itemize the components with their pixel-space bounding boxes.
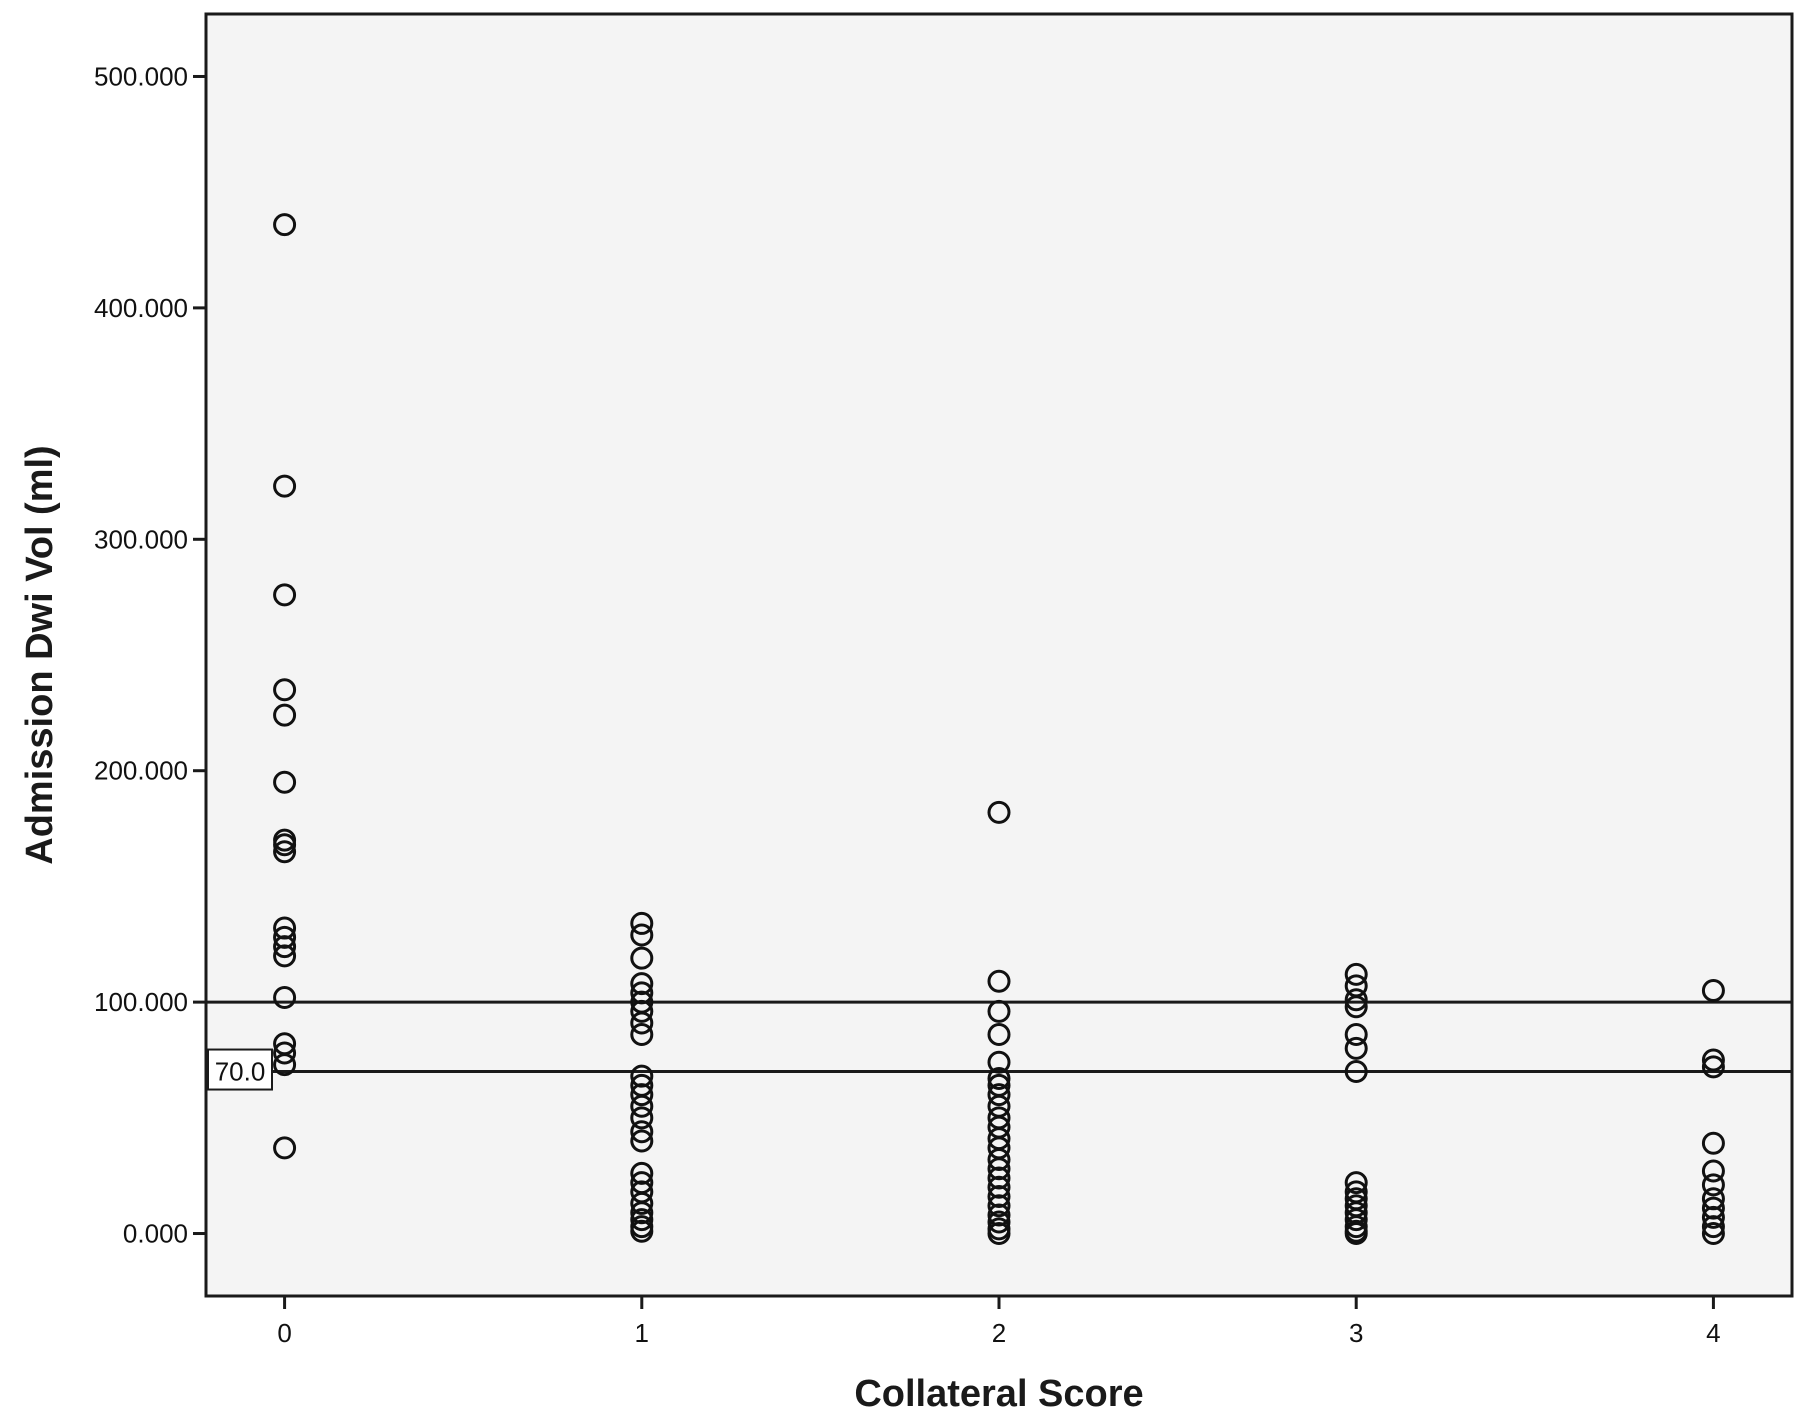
data-point xyxy=(630,1011,654,1035)
data-point xyxy=(1344,988,1368,1012)
data-point xyxy=(987,1222,1011,1246)
data-point xyxy=(1344,995,1368,1019)
data-point xyxy=(273,474,297,498)
data-point xyxy=(273,678,297,702)
data-point xyxy=(1344,1036,1368,1060)
data-point xyxy=(630,1219,654,1243)
reference-label-box xyxy=(207,1048,273,1091)
y-tick-label: 0.000 xyxy=(123,1219,188,1249)
data-point xyxy=(1344,1222,1368,1246)
data-point xyxy=(273,213,297,237)
data-point xyxy=(987,1194,1011,1218)
data-point xyxy=(630,911,654,935)
y-tick-label: 200.000 xyxy=(94,756,188,786)
data-point xyxy=(630,1094,654,1118)
x-tick-label: 0 xyxy=(277,1318,291,1348)
data-point xyxy=(273,770,297,794)
data-point xyxy=(987,1083,1011,1107)
data-point xyxy=(630,999,654,1023)
data-point xyxy=(987,1050,1011,1074)
x-axis: 0 1 2 3 4 xyxy=(277,1296,1721,1348)
x-tick-label: 2 xyxy=(992,1318,1006,1348)
data-point xyxy=(1701,1048,1725,1072)
y-tick-label: 300.000 xyxy=(94,524,188,554)
data-point xyxy=(630,1083,654,1107)
data-point xyxy=(273,1136,297,1160)
reference-label: 70.0 xyxy=(215,1057,266,1087)
data-point xyxy=(273,985,297,1009)
data-point xyxy=(273,935,297,959)
data-point xyxy=(1701,1222,1725,1246)
data-point xyxy=(273,944,297,968)
data-point xyxy=(987,1023,1011,1047)
data-point xyxy=(1701,1215,1725,1239)
x-axis-title: Collateral Score xyxy=(854,1373,1143,1415)
data-point xyxy=(1701,1131,1725,1155)
data-point xyxy=(630,1023,654,1047)
data-point xyxy=(1344,1060,1368,1084)
data-point xyxy=(630,1129,654,1153)
data-point xyxy=(630,946,654,970)
data-point xyxy=(1701,1055,1725,1079)
data-point xyxy=(630,1120,654,1144)
data-point xyxy=(273,583,297,607)
y-axis-title: Admission Dwi Vol (ml) xyxy=(19,445,61,864)
data-point xyxy=(1701,1173,1725,1197)
plot-area xyxy=(204,12,1794,1298)
y-axis: 0.000 100.000 200.000 300.000 400.000 500.000 xyxy=(94,61,206,1249)
data-point xyxy=(273,833,297,857)
data-points xyxy=(273,213,1725,1246)
y-tick-label: 400.000 xyxy=(94,293,188,323)
x-tick-label: 4 xyxy=(1706,1318,1720,1348)
data-point xyxy=(987,1066,1011,1090)
data-point xyxy=(1344,1171,1368,1195)
data-point xyxy=(273,703,297,727)
data-point xyxy=(273,1041,297,1065)
data-point xyxy=(987,1210,1011,1234)
data-point xyxy=(987,969,1011,993)
data-point xyxy=(1344,1208,1368,1232)
data-point xyxy=(1344,962,1368,986)
data-point xyxy=(1701,1159,1725,1183)
data-point xyxy=(1344,1023,1368,1047)
y-tick-label: 100.000 xyxy=(94,987,188,1017)
data-point xyxy=(1701,979,1725,1003)
data-point xyxy=(987,800,1011,824)
data-point xyxy=(273,1053,297,1077)
x-tick-label: 3 xyxy=(1349,1318,1363,1348)
y-tick-label: 500.000 xyxy=(94,61,188,91)
data-point xyxy=(273,840,297,864)
data-point xyxy=(630,1106,654,1130)
data-point xyxy=(630,1191,654,1215)
data-point xyxy=(630,1208,654,1232)
data-point xyxy=(630,923,654,947)
data-point xyxy=(1701,1205,1725,1229)
x-tick-label: 1 xyxy=(635,1318,649,1348)
data-point xyxy=(987,999,1011,1023)
